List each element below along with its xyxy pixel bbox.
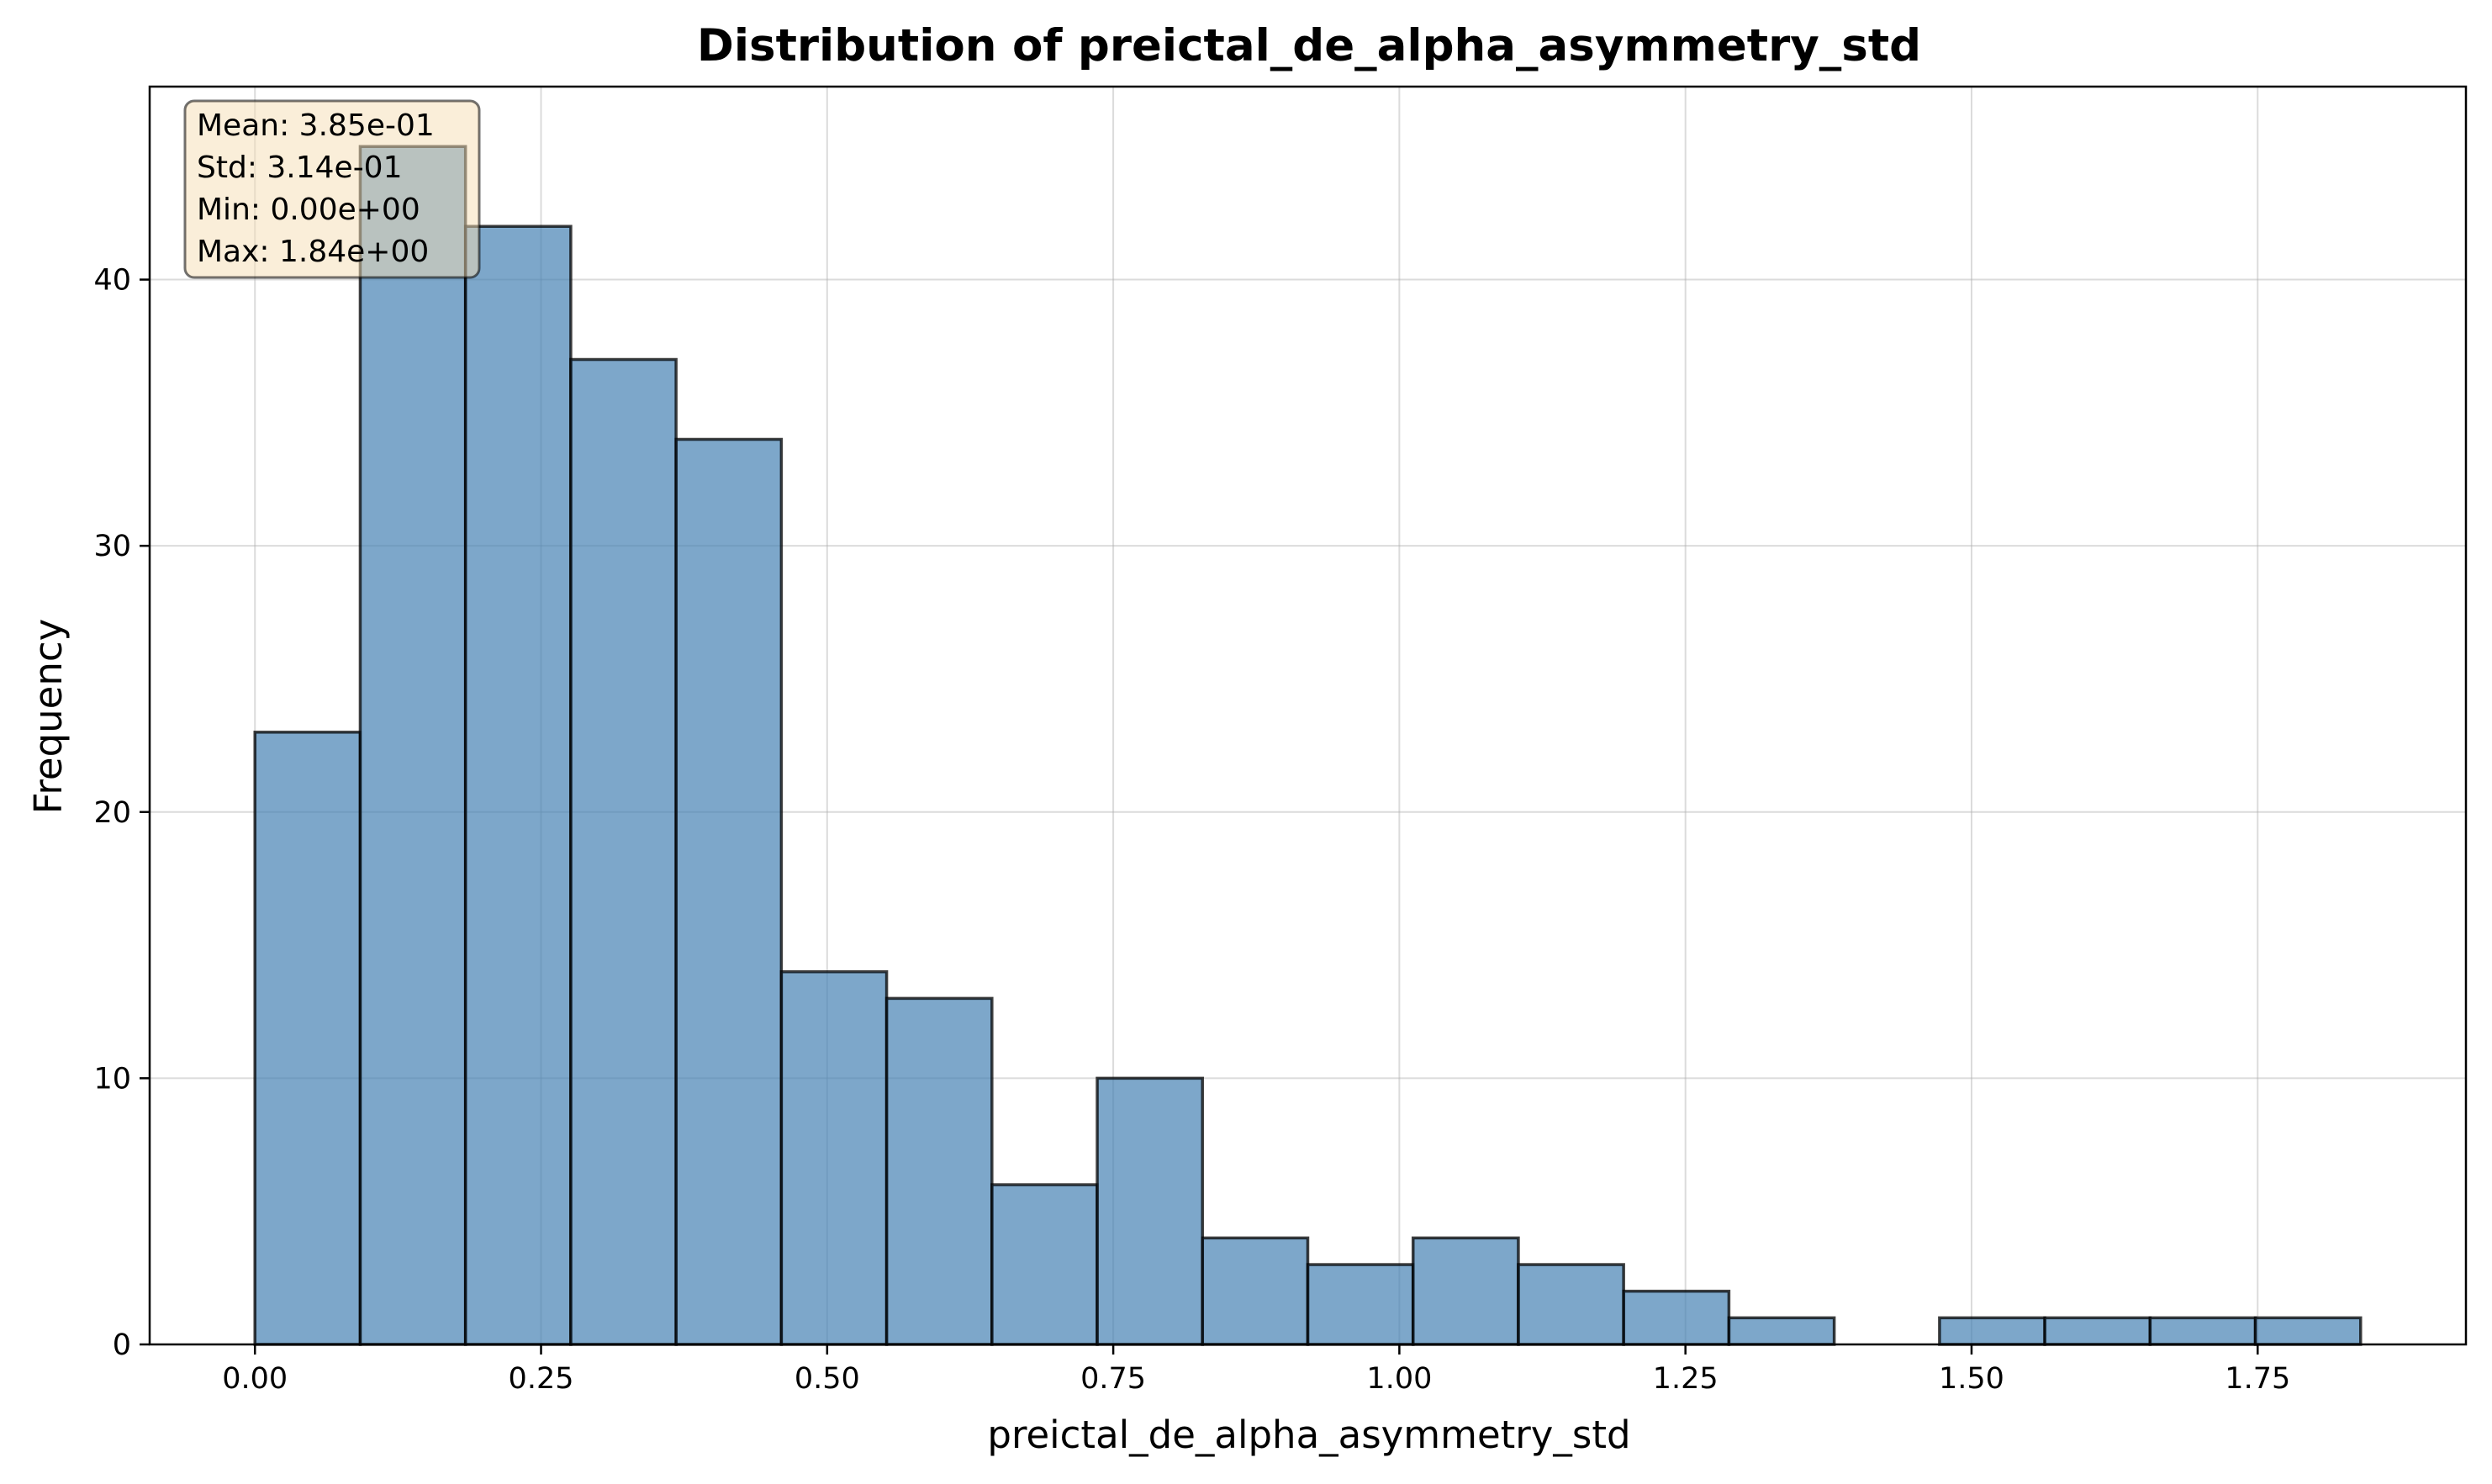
stats-mean: Mean: 3.85e-01 xyxy=(197,108,435,143)
stats-max: Max: 1.84e+00 xyxy=(197,235,429,269)
histogram-bar-19 xyxy=(2253,1316,2363,1346)
histogram-bars xyxy=(253,145,2363,1346)
x-tick-label-2: 0.50 xyxy=(795,1362,860,1396)
histogram-bar-5 xyxy=(779,969,889,1346)
histogram-bar-7 xyxy=(990,1183,1099,1346)
histogram-bar-18 xyxy=(2148,1316,2257,1346)
histogram-bar-8 xyxy=(1096,1076,1205,1346)
y-axis-label: Frequency xyxy=(26,619,71,814)
stats-box-background xyxy=(183,99,481,279)
y-tick-label-0: 0 xyxy=(113,1328,131,1362)
histogram-bar-0 xyxy=(253,731,362,1346)
y-axis-ticks: 0 10 20 30 40 xyxy=(93,264,150,1362)
x-tick-label-5: 1.25 xyxy=(1653,1362,1719,1396)
histogram-bar-13 xyxy=(1622,1289,1731,1346)
histogram-bar-14 xyxy=(1727,1316,1836,1346)
histogram-bar-1 xyxy=(358,145,467,1346)
y-tick-label-2: 20 xyxy=(93,796,131,830)
chart-title: Distribution of preictal_de_alpha_asymme… xyxy=(697,20,1921,71)
x-tick-label-3: 0.75 xyxy=(1080,1362,1146,1396)
plot-frame xyxy=(148,85,2468,1346)
x-tick-label-6: 1.50 xyxy=(1939,1362,2004,1396)
x-tick-label-4: 1.00 xyxy=(1366,1362,1432,1396)
x-tick-label-7: 1.75 xyxy=(2225,1362,2290,1396)
histogram-bar-2 xyxy=(463,224,573,1346)
x-axis-ticks: 0.00 0.25 0.50 0.75 1.00 1.25 1.50 1.75 xyxy=(222,1344,2290,1396)
y-tick-label-4: 40 xyxy=(93,264,131,298)
stats-std: Std: 3.14e-01 xyxy=(197,151,403,185)
stats-min: Min: 0.00e+00 xyxy=(197,193,420,227)
histogram-bar-9 xyxy=(1201,1236,1310,1346)
histogram-bar-10 xyxy=(1306,1263,1415,1346)
x-axis-label: preictal_de_alpha_asymmetry_std xyxy=(987,1413,1630,1457)
y-tick-label-1: 10 xyxy=(93,1062,131,1096)
histogram-bar-16 xyxy=(1938,1316,2046,1346)
x-tick-label-0: 0.00 xyxy=(222,1362,288,1396)
histogram-bar-12 xyxy=(1517,1263,1625,1346)
histogram-bar-11 xyxy=(1411,1236,1520,1346)
stats-box: Mean: 3.85e-01 Std: 3.14e-01 Min: 0.00e+… xyxy=(183,99,481,279)
histogram-bar-4 xyxy=(674,437,784,1346)
x-tick-label-1: 0.25 xyxy=(509,1362,574,1396)
histogram-bar-17 xyxy=(2043,1316,2152,1346)
y-tick-label-3: 30 xyxy=(93,530,131,563)
histogram-bar-3 xyxy=(569,357,678,1346)
histogram-bar-6 xyxy=(884,996,994,1346)
